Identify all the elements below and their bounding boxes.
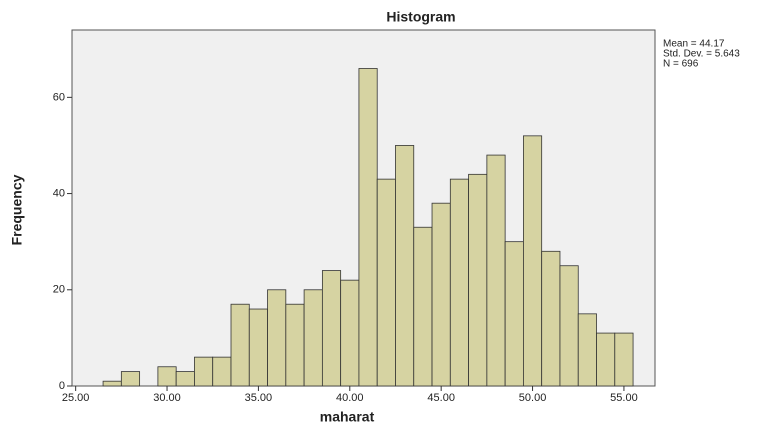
bar	[395, 145, 415, 387]
bar	[486, 154, 506, 387]
y-axis-label: Frequency	[9, 174, 25, 245]
bar	[504, 241, 524, 387]
bar	[596, 332, 616, 387]
bar	[614, 332, 634, 387]
bar	[431, 202, 451, 387]
bar	[541, 250, 561, 387]
bar	[340, 279, 360, 387]
bar	[157, 366, 177, 387]
bar	[120, 371, 141, 387]
stat-annotation: Mean = 44.17	[663, 39, 725, 50]
bar	[321, 270, 342, 387]
x-tick-label: 55.00	[610, 392, 638, 404]
x-tick-label: 25.00	[62, 392, 90, 404]
chart-title: Histogram	[386, 9, 455, 25]
bar	[248, 308, 268, 387]
bar	[175, 371, 195, 387]
bar	[577, 313, 597, 387]
bar	[358, 68, 378, 387]
bar	[212, 356, 232, 387]
stat-annotation: Std. Dev. = 5.643	[663, 49, 740, 60]
x-tick-label: 30.00	[153, 392, 181, 404]
bar	[468, 173, 488, 387]
bar	[413, 226, 433, 387]
bar	[449, 178, 469, 387]
bar	[523, 135, 543, 387]
y-tick-label: 40	[53, 187, 65, 199]
x-tick-label: 40.00	[336, 392, 364, 404]
x-axis-label: maharat	[320, 409, 375, 425]
y-tick-label: 20	[53, 284, 65, 296]
bar	[194, 356, 214, 387]
bar	[267, 289, 287, 387]
x-tick-label: 50.00	[519, 392, 547, 404]
y-tick-label: 0	[59, 380, 65, 392]
bar	[285, 303, 305, 387]
bar	[376, 178, 396, 387]
bar	[559, 265, 579, 387]
bar	[102, 380, 122, 387]
y-tick-label: 60	[53, 91, 65, 103]
bar	[303, 289, 323, 387]
bar	[230, 303, 250, 387]
x-tick-label: 35.00	[245, 392, 273, 404]
stat-annotation: N = 696	[663, 59, 699, 70]
x-tick-label: 45.00	[427, 392, 455, 404]
